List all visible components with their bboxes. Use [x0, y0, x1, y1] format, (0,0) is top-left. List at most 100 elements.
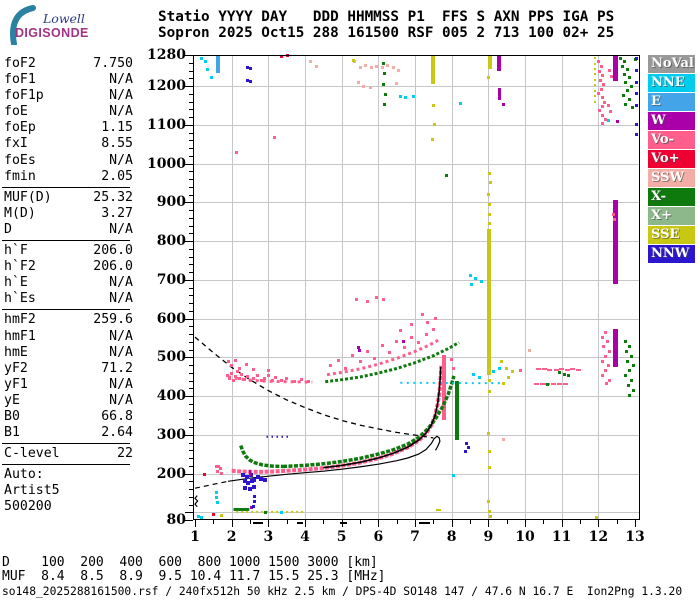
gridline-v: [598, 55, 600, 520]
echo-point: [256, 475, 261, 480]
param-value: 3.27: [101, 205, 133, 221]
echo-point: [398, 95, 402, 99]
header-column-titles: Statio YYYY DAY DDD HHMMSS P1 FFS S AXN …: [158, 9, 615, 25]
legend-item-e: E: [648, 93, 695, 112]
y-minor-tick: [189, 179, 193, 180]
echo-point: [214, 491, 218, 495]
param-row: fmin 2.05: [4, 169, 133, 185]
gridline-v: [305, 55, 306, 520]
gridline-h: [193, 512, 640, 514]
echo-point: [255, 374, 259, 378]
echo-point: [249, 80, 253, 84]
echo-point: [594, 73, 597, 76]
param-row: fxI 8.55: [4, 136, 133, 152]
echo-point: [604, 354, 608, 358]
echo-point: [314, 65, 318, 69]
echo-point: [299, 378, 303, 382]
echo-point: [279, 511, 283, 515]
gridline-v: [561, 55, 563, 520]
y-minor-tick: [189, 481, 193, 483]
gridline-h: [193, 163, 640, 165]
param-row: foF1p N/A: [4, 88, 133, 104]
echo-point: [225, 374, 229, 378]
echo-point: [559, 367, 565, 370]
param-row: foF1 N/A: [4, 72, 133, 88]
echo-point: [628, 75, 631, 79]
echo-point: [362, 84, 366, 88]
divider: [2, 443, 130, 445]
y-axis-label: 1200: [147, 78, 186, 94]
y-minor-tick: [189, 101, 193, 103]
gridline-v: [415, 55, 416, 520]
echo-point: [601, 113, 605, 117]
echo-point: [336, 358, 340, 362]
echo-point: [252, 495, 256, 499]
echo-point: [266, 374, 270, 378]
echo-point: [233, 375, 237, 379]
param-label: hmE: [4, 344, 28, 360]
echo-point: [607, 69, 611, 72]
echo-point: [551, 383, 557, 386]
echo-point: [601, 73, 605, 77]
echo-point: [259, 379, 263, 382]
echo-point: [507, 375, 510, 379]
divider: [2, 240, 130, 242]
echo-point: [279, 54, 283, 58]
echo-point: [618, 56, 622, 60]
echo-point: [510, 370, 514, 374]
x-major-tick: [635, 520, 636, 527]
echo-point: [245, 474, 250, 479]
param-row: hmF1 N/A: [4, 329, 133, 345]
logo-text-digisonde: DIGISONDE: [15, 26, 89, 40]
echo-point: [200, 57, 204, 61]
y-minor-tick: [189, 171, 193, 173]
y-axis-label: 800: [156, 233, 186, 249]
param-row: foEs N/A: [4, 153, 133, 169]
echo-point: [380, 65, 384, 69]
echo-point: [214, 496, 218, 500]
muf-row: MUF 8.4 8.5 8.9 9.5 10.4 11.7 15.5 25.3 …: [2, 569, 386, 584]
restricted-band-dash: [339, 522, 348, 524]
x-axis-label: 4: [300, 529, 310, 545]
param-row: Auto:: [4, 467, 133, 483]
param-value: N/A: [109, 291, 133, 307]
param-row: h`F 206.0: [4, 243, 133, 259]
y-minor-tick: [189, 225, 193, 227]
echo-point: [242, 485, 247, 490]
echo-point: [602, 344, 606, 348]
param-value: N/A: [109, 275, 133, 291]
echo-point: [621, 93, 625, 97]
param-row: M(D) 3.27: [4, 206, 133, 222]
echo-point: [206, 68, 210, 72]
param-label: D: [4, 221, 12, 237]
echo-point: [601, 122, 605, 126]
param-value: 206.0: [93, 259, 133, 275]
echo-point: [594, 57, 597, 60]
x-minor-tick: [506, 520, 508, 524]
echo-point: [488, 181, 492, 185]
y-minor-tick: [189, 504, 193, 506]
x-major-tick: [488, 520, 490, 527]
param-value: 71.2: [101, 360, 133, 376]
echo-point: [600, 359, 604, 363]
echo-point: [497, 87, 501, 91]
legend-item-x: X+: [648, 207, 695, 226]
echo-point: [629, 84, 633, 88]
echo-point: [608, 109, 612, 113]
echo-point: [219, 466, 223, 470]
echo-point: [343, 367, 347, 371]
x-minor-tick: [323, 520, 325, 524]
echo-point: [492, 370, 496, 374]
x-minor-tick: [360, 520, 361, 524]
param-label: hmF2: [4, 312, 36, 328]
y-axis-label: 1100: [147, 116, 186, 133]
param-row: hmF2 259.6: [4, 312, 133, 328]
echo-point: [600, 105, 604, 109]
echo-point: [603, 100, 607, 104]
echo-point: [431, 327, 435, 331]
echo-point: [329, 363, 333, 367]
y-axis-label: 1000: [147, 155, 186, 172]
echo-point: [420, 313, 424, 317]
echo-point: [626, 68, 630, 72]
echo-point: [594, 67, 597, 70]
